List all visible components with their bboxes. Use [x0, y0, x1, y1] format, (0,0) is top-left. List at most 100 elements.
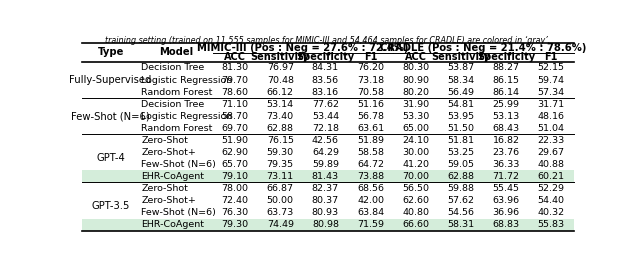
Text: 68.56: 68.56 [357, 184, 384, 193]
Text: 70.48: 70.48 [267, 76, 294, 85]
Text: 72.40: 72.40 [221, 196, 248, 205]
Text: 73.88: 73.88 [357, 172, 384, 181]
Text: 54.81: 54.81 [447, 99, 474, 109]
Text: 64.29: 64.29 [312, 148, 339, 157]
Text: 62.88: 62.88 [447, 172, 474, 181]
Text: 83.16: 83.16 [312, 88, 339, 97]
Text: 30.00: 30.00 [402, 148, 429, 157]
Text: 58.70: 58.70 [221, 112, 248, 121]
Text: 40.32: 40.32 [538, 208, 564, 217]
Text: 62.60: 62.60 [402, 196, 429, 205]
Text: 53.14: 53.14 [267, 99, 294, 109]
Text: 68.43: 68.43 [492, 124, 520, 133]
Text: 81.43: 81.43 [312, 172, 339, 181]
Text: training setting (trained on 11,555 samples for MIMIC-III and 54,464 samples for: training setting (trained on 11,555 samp… [106, 36, 550, 45]
Text: 31.71: 31.71 [538, 99, 564, 109]
Text: 72.18: 72.18 [312, 124, 339, 133]
Text: 29.67: 29.67 [538, 148, 564, 157]
Text: 57.34: 57.34 [538, 88, 564, 97]
Text: 59.88: 59.88 [447, 184, 474, 193]
Text: 66.87: 66.87 [267, 184, 294, 193]
Text: Few-Shot (N=6): Few-Shot (N=6) [71, 111, 150, 121]
Text: 82.37: 82.37 [312, 184, 339, 193]
Text: 63.61: 63.61 [357, 124, 384, 133]
Text: 24.10: 24.10 [402, 136, 429, 145]
Text: 56.50: 56.50 [402, 184, 429, 193]
Text: 59.74: 59.74 [538, 76, 564, 85]
Text: 77.62: 77.62 [312, 99, 339, 109]
Text: 50.00: 50.00 [267, 196, 294, 205]
Text: 63.96: 63.96 [492, 196, 520, 205]
Text: ACC: ACC [404, 52, 427, 62]
Text: 40.80: 40.80 [402, 208, 429, 217]
Text: Fully-Supervised: Fully-Supervised [69, 75, 152, 85]
Text: 55.45: 55.45 [492, 184, 520, 193]
Text: Sensitivity: Sensitivity [251, 52, 310, 62]
Text: 42.56: 42.56 [312, 136, 339, 145]
Bar [83, 170, 573, 182]
Text: 76.97: 76.97 [267, 64, 294, 72]
Text: Few-Shot (N=6): Few-Shot (N=6) [141, 160, 216, 169]
Text: EHR-CoAgent: EHR-CoAgent [141, 220, 204, 229]
Text: 56.49: 56.49 [447, 88, 474, 97]
Text: Type: Type [97, 47, 124, 57]
Text: 23.76: 23.76 [492, 148, 520, 157]
Text: 36.33: 36.33 [492, 160, 520, 169]
Text: 86.14: 86.14 [492, 88, 520, 97]
Text: 63.84: 63.84 [357, 208, 384, 217]
Text: 70.58: 70.58 [357, 88, 384, 97]
Text: 71.59: 71.59 [357, 220, 384, 229]
Text: GPT-3.5: GPT-3.5 [92, 201, 130, 211]
Text: Random Forest: Random Forest [141, 124, 212, 133]
Text: 16.82: 16.82 [492, 136, 520, 145]
Text: 70.00: 70.00 [402, 172, 429, 181]
Text: 59.89: 59.89 [312, 160, 339, 169]
Text: 31.90: 31.90 [402, 99, 429, 109]
Text: Decision Tree: Decision Tree [141, 64, 204, 72]
Text: 68.83: 68.83 [492, 220, 520, 229]
Text: 73.11: 73.11 [267, 172, 294, 181]
Text: 79.30: 79.30 [221, 220, 249, 229]
Text: 54.40: 54.40 [538, 196, 564, 205]
Text: 73.40: 73.40 [267, 112, 294, 121]
Text: F1: F1 [545, 52, 558, 62]
Text: Zero-Shot: Zero-Shot [141, 136, 188, 145]
Text: MIMIC-III (Pos : Neg = 27.6% : 72.4%): MIMIC-III (Pos : Neg = 27.6% : 72.4%) [197, 43, 408, 53]
Text: 51.04: 51.04 [538, 124, 564, 133]
Text: 76.30: 76.30 [221, 208, 249, 217]
Text: Few-Shot (N=6): Few-Shot (N=6) [141, 208, 216, 217]
Text: 63.73: 63.73 [267, 208, 294, 217]
Text: 41.20: 41.20 [402, 160, 429, 169]
Text: 56.78: 56.78 [357, 112, 384, 121]
Text: Zero-Shot: Zero-Shot [141, 184, 188, 193]
Text: 58.31: 58.31 [447, 220, 474, 229]
Text: 80.90: 80.90 [402, 76, 429, 85]
Text: 79.10: 79.10 [221, 172, 248, 181]
Text: 52.15: 52.15 [538, 64, 564, 72]
Text: 76.15: 76.15 [267, 136, 294, 145]
Text: 53.13: 53.13 [492, 112, 520, 121]
Text: Specificity: Specificity [296, 52, 355, 62]
Text: 81.30: 81.30 [221, 64, 249, 72]
Text: 88.27: 88.27 [492, 64, 520, 72]
Text: Sensitivity: Sensitivity [431, 52, 490, 62]
Text: 53.87: 53.87 [447, 64, 474, 72]
Text: 79.35: 79.35 [267, 160, 294, 169]
Text: ACC: ACC [224, 52, 246, 62]
Text: 42.00: 42.00 [357, 196, 384, 205]
Text: F1: F1 [364, 52, 377, 62]
Text: 53.44: 53.44 [312, 112, 339, 121]
Text: 79.70: 79.70 [221, 76, 248, 85]
Text: Zero-Shot+: Zero-Shot+ [141, 196, 196, 205]
Text: Decision Tree: Decision Tree [141, 99, 204, 109]
Text: 71.72: 71.72 [492, 172, 520, 181]
Text: 51.16: 51.16 [357, 99, 384, 109]
Text: 80.20: 80.20 [402, 88, 429, 97]
Text: 80.37: 80.37 [312, 196, 339, 205]
Text: 78.00: 78.00 [221, 184, 248, 193]
Text: 80.93: 80.93 [312, 208, 339, 217]
Text: 76.20: 76.20 [357, 64, 384, 72]
Text: 78.60: 78.60 [221, 88, 248, 97]
Text: 60.21: 60.21 [538, 172, 564, 181]
Text: 58.58: 58.58 [357, 148, 384, 157]
